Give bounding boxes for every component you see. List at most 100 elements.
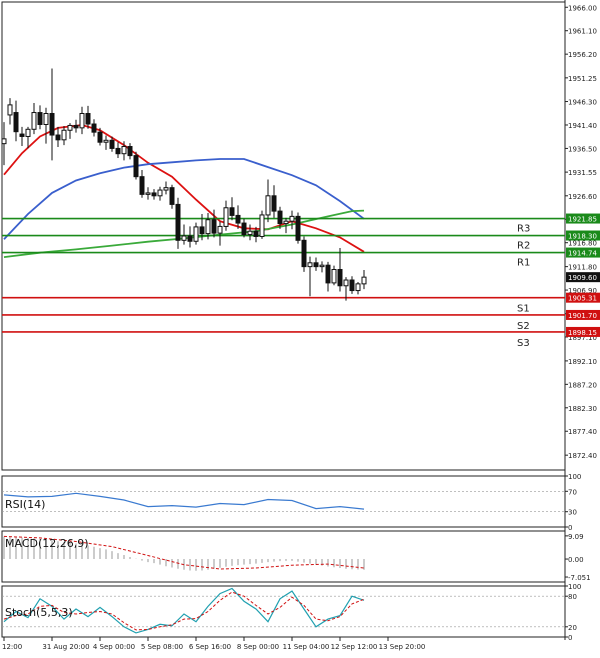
candle-bullish xyxy=(157,189,163,197)
candle-bearish xyxy=(109,139,115,149)
candle-bullish xyxy=(31,112,37,130)
candle-bullish xyxy=(289,215,295,222)
candle-bearish xyxy=(49,112,55,136)
candle-bearish xyxy=(325,264,331,284)
candle-bullish xyxy=(331,268,337,284)
rsi-label: RSI(14) xyxy=(5,498,45,511)
price-tick-label: 1936.50 xyxy=(568,145,597,153)
level-name-r1: R1 xyxy=(517,258,530,269)
stoch-tick-label: 20 xyxy=(568,624,577,632)
candle-bearish xyxy=(199,226,205,235)
price-tick-label: 1956.20 xyxy=(568,51,597,59)
candle-bullish xyxy=(1,138,7,145)
candle-bearish xyxy=(127,146,133,157)
price-tick-label: 1897.10 xyxy=(568,334,597,342)
price-tick-label: 1931.55 xyxy=(568,169,597,177)
level-price-box-s3 xyxy=(566,326,600,337)
panel-rsi-frame xyxy=(1,475,566,528)
candle-bearish xyxy=(37,112,43,126)
level-price-box-r3 xyxy=(566,213,600,224)
time-tick-label: 12:00 xyxy=(2,643,22,651)
rsi-tick-label: 70 xyxy=(568,488,577,496)
price-tick-label: 1911.80 xyxy=(568,264,597,272)
stoch-k-line xyxy=(3,587,365,634)
candle-bullish xyxy=(355,283,361,292)
price-tick-label: 1882.30 xyxy=(568,405,597,413)
candle-bearish xyxy=(91,123,97,133)
candle-bearish xyxy=(277,210,283,225)
stoch-d-line xyxy=(3,591,365,631)
candle-bullish xyxy=(193,226,199,242)
candle-bullish xyxy=(361,276,367,285)
level-price-box-s1 xyxy=(566,292,600,303)
candle-bearish xyxy=(85,112,91,125)
candle-bearish xyxy=(235,214,241,224)
candle-bearish xyxy=(133,155,139,178)
candle-bullish xyxy=(319,264,325,268)
level-price-box-r2 xyxy=(566,230,600,241)
candle-bullish xyxy=(43,112,49,126)
candle-bearish xyxy=(271,195,277,212)
price-tick-label: 1966.00 xyxy=(568,4,597,12)
panel-macd-frame xyxy=(1,530,566,583)
level-price-label-r1: 1914.74 xyxy=(568,250,597,258)
price-tick-label: 1961.10 xyxy=(568,28,597,36)
candle-bearish xyxy=(169,187,175,205)
candle-bullish xyxy=(217,225,223,234)
level-name-s3: S3 xyxy=(517,338,530,349)
panel-stoch-frame xyxy=(1,585,566,638)
candle-bullish xyxy=(7,104,13,116)
macd-tick-label: -7.051 xyxy=(568,574,591,582)
price-tick-label: 1916.80 xyxy=(568,240,597,248)
macd-tick-label: 0.00 xyxy=(568,556,584,564)
level-name-r3: R3 xyxy=(517,224,530,235)
stoch-label: Stoch(5,5,3) xyxy=(5,606,73,619)
rsi-tick-label: 0 xyxy=(568,524,572,532)
price-tick-label: 1887.20 xyxy=(568,381,597,389)
macd-signal-line xyxy=(3,535,365,570)
macd-label: MACD(12,26,9) xyxy=(5,537,89,550)
candle-bearish xyxy=(253,230,259,237)
macd-tick-label: 9.09 xyxy=(568,533,584,541)
time-tick-label: 6 Sep 16:00 xyxy=(189,643,231,651)
level-name-s1: S1 xyxy=(517,304,530,315)
level-price-label-r3: 1921.85 xyxy=(568,216,597,224)
candle-bearish xyxy=(73,124,79,129)
level-price-label-r2: 1918.30 xyxy=(568,233,597,241)
rsi-line xyxy=(3,492,365,510)
stoch-tick-label: 0 xyxy=(568,634,572,642)
candle-bullish xyxy=(259,214,265,237)
stoch-tick-label: 100 xyxy=(568,583,581,591)
candle-bullish xyxy=(25,128,31,137)
time-tick-label: 8 Sep 00:00 xyxy=(237,643,279,651)
candle-bearish xyxy=(241,222,247,236)
candle-bullish xyxy=(265,195,271,216)
overlay-line-1 xyxy=(3,158,365,240)
price-tick-label: 1951.25 xyxy=(568,75,597,83)
candle-bearish xyxy=(349,279,355,292)
level-price-label-s1: 1905.31 xyxy=(568,295,597,303)
price-tick-label: 1872.40 xyxy=(568,452,597,460)
level-name-s2: S2 xyxy=(517,321,530,332)
level-price-label-s2: 1901.70 xyxy=(568,312,597,320)
candle-bullish xyxy=(121,146,127,155)
price-tick-label: 1906.90 xyxy=(568,287,597,295)
level-price-box-s2 xyxy=(566,309,600,320)
stoch-tick-label: 80 xyxy=(568,593,577,601)
candle-bullish xyxy=(343,279,349,287)
time-tick-label: 13 Sep 20:00 xyxy=(379,643,426,651)
candle-bullish xyxy=(205,219,211,235)
candle-bullish xyxy=(61,129,67,141)
candle-bearish xyxy=(187,235,193,242)
candle-bullish xyxy=(67,124,73,131)
time-tick-label: 5 Sep 08:00 xyxy=(141,643,183,651)
candle-bearish xyxy=(337,268,343,287)
candle-bearish xyxy=(19,133,25,137)
candle-bearish xyxy=(13,112,19,133)
candle-bearish xyxy=(229,207,235,216)
candle-bullish xyxy=(163,187,169,191)
price-tick-label: 1941.40 xyxy=(568,122,597,130)
time-tick-label: 4 Sep 00:00 xyxy=(93,643,135,651)
candle-bearish xyxy=(211,219,217,234)
